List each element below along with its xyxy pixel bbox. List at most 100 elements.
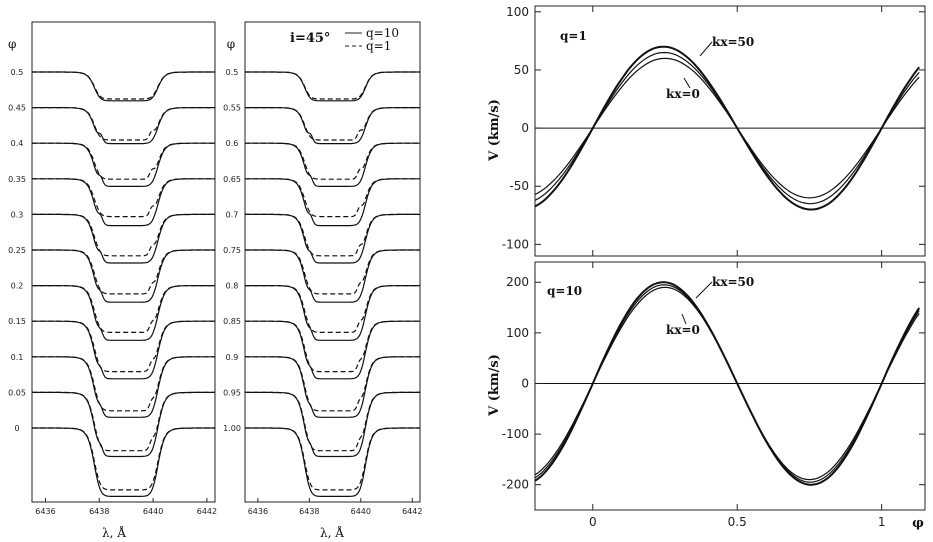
rv-curve-kx=50 xyxy=(534,281,921,486)
left-ylabel: φ xyxy=(8,37,16,51)
phase-label: 0.4 xyxy=(11,139,24,148)
phase-label: 0.2 xyxy=(11,282,24,291)
profile-q10-5 xyxy=(32,249,215,303)
profile-q1-9 xyxy=(32,391,215,452)
profile-q10-10 xyxy=(245,427,420,497)
profile-q1-1 xyxy=(32,106,215,141)
profile-q1-2 xyxy=(245,142,420,180)
kx0-pointer xyxy=(681,313,687,325)
profile-q10-9 xyxy=(245,391,420,458)
profile-q10-1 xyxy=(32,106,215,145)
x-tick-label: 6442 xyxy=(402,507,422,516)
kx50-pointer xyxy=(695,281,713,299)
profile-q1-8 xyxy=(32,356,215,412)
y-tick-label: -100 xyxy=(502,237,529,251)
profile-q1-0 xyxy=(245,71,420,100)
profile-q1-1 xyxy=(245,106,420,141)
profile-q1-9 xyxy=(245,391,420,452)
profile-q1-5 xyxy=(32,249,215,295)
rv-curve-kx=50 xyxy=(534,45,920,211)
x-tick-label: 6440 xyxy=(143,507,163,516)
kx50-pointer xyxy=(699,41,713,57)
profile-q1-3 xyxy=(245,178,420,218)
y-tick-label: 50 xyxy=(514,63,529,77)
kx0-pointer xyxy=(683,77,691,89)
legend-q10: q=10 xyxy=(366,26,399,40)
profile-q10-0 xyxy=(245,71,420,102)
profile-q10-0 xyxy=(32,71,215,102)
y-tick-label: 0 xyxy=(521,121,529,135)
phase-label: 0.85 xyxy=(223,317,241,326)
phase-label: 0.45 xyxy=(8,104,26,113)
middle-ylabel: φ xyxy=(227,37,235,51)
y-tick-label: -200 xyxy=(502,478,529,492)
profile-q10-7 xyxy=(32,320,215,380)
profile-q1-6 xyxy=(245,285,420,333)
profile-q10-7 xyxy=(245,320,420,380)
kx50-label: kx=50 xyxy=(712,35,754,49)
phase-label: 0.5 xyxy=(226,68,239,77)
profile-q1-7 xyxy=(32,320,215,373)
phase-label: 0 xyxy=(14,424,19,433)
profile-q10-8 xyxy=(245,356,420,418)
profile-q10-10 xyxy=(32,427,215,497)
phase-label: 0.8 xyxy=(226,282,239,291)
profile-q10-5 xyxy=(245,249,420,303)
profile-q1-3 xyxy=(32,178,215,218)
rv-top-frame xyxy=(534,5,926,257)
middle-panel-frame xyxy=(244,21,421,503)
profile-q1-2 xyxy=(32,142,215,180)
phase-label: 0.7 xyxy=(226,210,239,219)
y-tick-label: -50 xyxy=(509,179,529,193)
phase-label: 0.15 xyxy=(8,317,26,326)
x-tick-label: 6438 xyxy=(299,507,319,516)
profile-q1-4 xyxy=(245,213,420,257)
kx0-label: kx=0 xyxy=(666,323,700,337)
x-axis-label: φ xyxy=(912,516,924,531)
y-tick-label: 100 xyxy=(506,326,529,340)
phase-label: 1.00 xyxy=(223,424,241,433)
phase-label: 0.9 xyxy=(226,353,239,362)
phase-label: 0.35 xyxy=(8,175,26,184)
phase-label: 0.1 xyxy=(11,353,24,362)
phase-label: 0.55 xyxy=(223,104,241,113)
rv-bottom-frame xyxy=(534,261,926,511)
legend-q1: q=1 xyxy=(366,39,391,53)
x-tick-label: 0.5 xyxy=(728,515,747,529)
phase-label: 0.3 xyxy=(11,210,24,219)
kx50-label: kx=50 xyxy=(712,275,754,289)
left-panel-frame xyxy=(31,21,216,503)
y-tick-label: 100 xyxy=(506,5,529,19)
phase-label: 0.6 xyxy=(226,139,239,148)
profile-q1-0 xyxy=(32,71,215,100)
profile-q10-8 xyxy=(32,356,215,418)
bottom-ylabel: V (km/s) xyxy=(487,354,502,417)
y-tick-label: 0 xyxy=(521,376,529,390)
profile-q1-8 xyxy=(245,356,420,412)
phase-label: 0.05 xyxy=(8,388,26,397)
x-tick-label: 6440 xyxy=(351,507,371,516)
x-tick-label: 1 xyxy=(878,515,886,529)
y-tick-label: 200 xyxy=(506,275,529,289)
phase-label: 0.95 xyxy=(223,388,241,397)
profile-q10-1 xyxy=(245,106,420,145)
x-tick-label: 6436 xyxy=(35,507,55,516)
profile-q10-2 xyxy=(32,142,215,187)
profile-q1-7 xyxy=(245,320,420,373)
profile-q10-9 xyxy=(32,391,215,458)
y-tick-label: -100 xyxy=(502,427,529,441)
profile-q1-5 xyxy=(245,249,420,295)
bottom-q-label: q=10 xyxy=(547,284,582,298)
top-ylabel: V (km/s) xyxy=(487,99,502,162)
top-q-label: q=1 xyxy=(560,29,587,43)
x-tick-label: 0 xyxy=(589,515,597,529)
phase-label: 0.5 xyxy=(11,68,24,77)
profile-q1-4 xyxy=(32,213,215,257)
phase-label: 0.75 xyxy=(223,246,241,255)
phase-label: 0.65 xyxy=(223,175,241,184)
profile-q10-2 xyxy=(245,142,420,187)
inclination-label: i=45° xyxy=(290,31,330,46)
kx0-label: kx=0 xyxy=(666,87,700,101)
middle-xlabel: λ, Å xyxy=(320,525,344,540)
